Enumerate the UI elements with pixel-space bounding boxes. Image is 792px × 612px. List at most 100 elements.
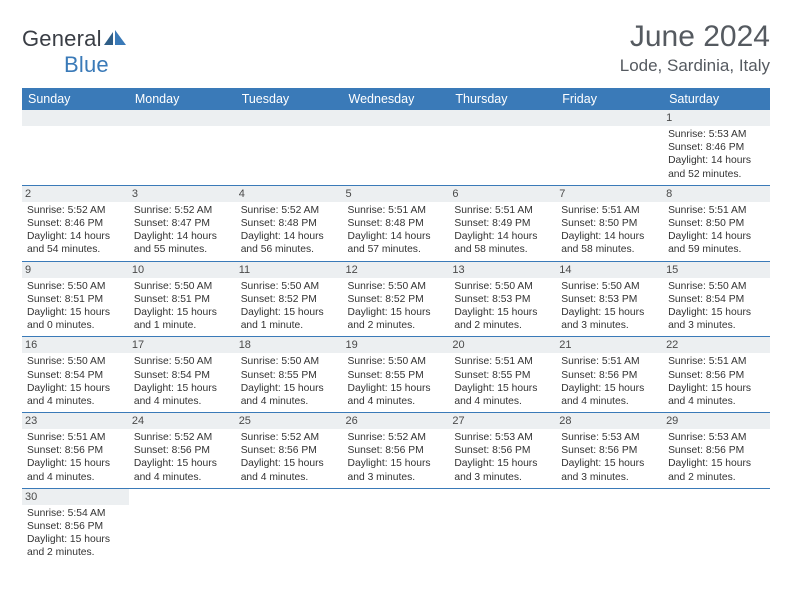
- daylight-line: and 4 minutes.: [454, 395, 551, 408]
- sunrise-line: Sunrise: 5:51 AM: [668, 204, 765, 217]
- daylight-line: and 4 minutes.: [27, 471, 124, 484]
- day-number: 20: [449, 337, 556, 353]
- logo: GeneralBlue: [22, 26, 126, 78]
- day-number: 2: [22, 186, 129, 202]
- daylight-line: Daylight: 15 hours: [27, 533, 124, 546]
- day-number: 5: [343, 186, 450, 202]
- day-number: 10: [129, 262, 236, 278]
- empty-cell: [343, 110, 450, 185]
- sunset-line: Sunset: 8:51 PM: [134, 293, 231, 306]
- day-number: 21: [556, 337, 663, 353]
- day-number: 28: [556, 413, 663, 429]
- daylight-line: Daylight: 15 hours: [668, 382, 765, 395]
- daylight-line: Daylight: 15 hours: [454, 382, 551, 395]
- day-number: 13: [449, 262, 556, 278]
- day-cell: 16Sunrise: 5:50 AMSunset: 8:54 PMDayligh…: [22, 337, 129, 413]
- calendar-body: 1Sunrise: 5:53 AMSunset: 8:46 PMDaylight…: [22, 110, 770, 564]
- empty-cell: [663, 488, 770, 563]
- sunrise-line: Sunrise: 5:51 AM: [27, 431, 124, 444]
- col-monday: Monday: [129, 88, 236, 110]
- sunset-line: Sunset: 8:53 PM: [454, 293, 551, 306]
- calendar-table: Sunday Monday Tuesday Wednesday Thursday…: [22, 88, 770, 564]
- sunrise-line: Sunrise: 5:51 AM: [454, 204, 551, 217]
- daylight-line: Daylight: 15 hours: [348, 306, 445, 319]
- sunset-line: Sunset: 8:56 PM: [668, 369, 765, 382]
- daylight-line: Daylight: 14 hours: [348, 230, 445, 243]
- sunset-line: Sunset: 8:56 PM: [561, 369, 658, 382]
- daylight-line: Daylight: 15 hours: [134, 382, 231, 395]
- sunset-line: Sunset: 8:49 PM: [454, 217, 551, 230]
- sunrise-line: Sunrise: 5:50 AM: [134, 355, 231, 368]
- sunset-line: Sunset: 8:56 PM: [668, 444, 765, 457]
- day-cell: 29Sunrise: 5:53 AMSunset: 8:56 PMDayligh…: [663, 413, 770, 489]
- day-number: 25: [236, 413, 343, 429]
- day-number: 3: [129, 186, 236, 202]
- day-cell: 5Sunrise: 5:51 AMSunset: 8:48 PMDaylight…: [343, 185, 450, 261]
- sunrise-line: Sunrise: 5:52 AM: [134, 431, 231, 444]
- col-saturday: Saturday: [663, 88, 770, 110]
- day-cell: 18Sunrise: 5:50 AMSunset: 8:55 PMDayligh…: [236, 337, 343, 413]
- daylight-line: and 4 minutes.: [348, 395, 445, 408]
- empty-cell: [449, 110, 556, 185]
- daylight-line: Daylight: 15 hours: [454, 306, 551, 319]
- daylight-line: Daylight: 15 hours: [134, 306, 231, 319]
- sunset-line: Sunset: 8:56 PM: [27, 444, 124, 457]
- sunset-line: Sunset: 8:46 PM: [27, 217, 124, 230]
- sail-icon: [104, 26, 126, 52]
- day-cell: 2 Sunrise: 5:52 AMSunset: 8:46 PMDaylight…: [22, 185, 129, 261]
- day-cell: 28Sunrise: 5:53 AMSunset: 8:56 PMDayligh…: [556, 413, 663, 489]
- daylight-line: and 3 minutes.: [561, 319, 658, 332]
- daylight-line: Daylight: 15 hours: [668, 306, 765, 319]
- sunset-line: Sunset: 8:56 PM: [241, 444, 338, 457]
- location: Lode, Sardinia, Italy: [620, 56, 770, 76]
- daylight-line: and 54 minutes.: [27, 243, 124, 256]
- daylight-line: Daylight: 15 hours: [561, 382, 658, 395]
- sunset-line: Sunset: 8:50 PM: [668, 217, 765, 230]
- sunrise-line: Sunrise: 5:50 AM: [27, 280, 124, 293]
- sunset-line: Sunset: 8:54 PM: [134, 369, 231, 382]
- sunrise-line: Sunrise: 5:50 AM: [454, 280, 551, 293]
- daylight-line: Daylight: 14 hours: [454, 230, 551, 243]
- daylight-line: Daylight: 15 hours: [561, 306, 658, 319]
- day-number: 22: [663, 337, 770, 353]
- day-number: 6: [449, 186, 556, 202]
- empty-cell: [449, 488, 556, 563]
- day-number: 24: [129, 413, 236, 429]
- day-cell: 7Sunrise: 5:51 AMSunset: 8:50 PMDaylight…: [556, 185, 663, 261]
- sunset-line: Sunset: 8:56 PM: [454, 444, 551, 457]
- day-number: 30: [22, 489, 129, 505]
- col-friday: Friday: [556, 88, 663, 110]
- empty-cell: [22, 110, 129, 185]
- sunrise-line: Sunrise: 5:52 AM: [27, 204, 124, 217]
- day-number: 17: [129, 337, 236, 353]
- daylight-line: Daylight: 14 hours: [668, 230, 765, 243]
- sunrise-line: Sunrise: 5:52 AM: [348, 431, 445, 444]
- daylight-line: and 3 minutes.: [561, 471, 658, 484]
- sunrise-line: Sunrise: 5:52 AM: [241, 431, 338, 444]
- calendar-row: 9Sunrise: 5:50 AMSunset: 8:51 PMDaylight…: [22, 261, 770, 337]
- day-number: 26: [343, 413, 450, 429]
- daylight-line: and 4 minutes.: [27, 395, 124, 408]
- day-cell: 21Sunrise: 5:51 AMSunset: 8:56 PMDayligh…: [556, 337, 663, 413]
- daylight-line: Daylight: 14 hours: [561, 230, 658, 243]
- day-number: 27: [449, 413, 556, 429]
- sunset-line: Sunset: 8:56 PM: [561, 444, 658, 457]
- sunset-line: Sunset: 8:48 PM: [241, 217, 338, 230]
- daylight-line: and 4 minutes.: [134, 395, 231, 408]
- day-cell: 25Sunrise: 5:52 AMSunset: 8:56 PMDayligh…: [236, 413, 343, 489]
- daylight-line: Daylight: 15 hours: [27, 306, 124, 319]
- daylight-line: and 1 minute.: [241, 319, 338, 332]
- calendar-row: 30Sunrise: 5:54 AMSunset: 8:56 PMDayligh…: [22, 488, 770, 563]
- day-cell: 14Sunrise: 5:50 AMSunset: 8:53 PMDayligh…: [556, 261, 663, 337]
- sunrise-line: Sunrise: 5:50 AM: [348, 355, 445, 368]
- sunrise-line: Sunrise: 5:50 AM: [668, 280, 765, 293]
- daylight-line: and 2 minutes.: [454, 319, 551, 332]
- sunset-line: Sunset: 8:56 PM: [134, 444, 231, 457]
- day-number: 8: [663, 186, 770, 202]
- empty-cell: [343, 488, 450, 563]
- sunrise-line: Sunrise: 5:53 AM: [668, 128, 765, 141]
- day-cell: 20Sunrise: 5:51 AMSunset: 8:55 PMDayligh…: [449, 337, 556, 413]
- day-cell: 19Sunrise: 5:50 AMSunset: 8:55 PMDayligh…: [343, 337, 450, 413]
- sunrise-line: Sunrise: 5:50 AM: [27, 355, 124, 368]
- daylight-line: Daylight: 14 hours: [27, 230, 124, 243]
